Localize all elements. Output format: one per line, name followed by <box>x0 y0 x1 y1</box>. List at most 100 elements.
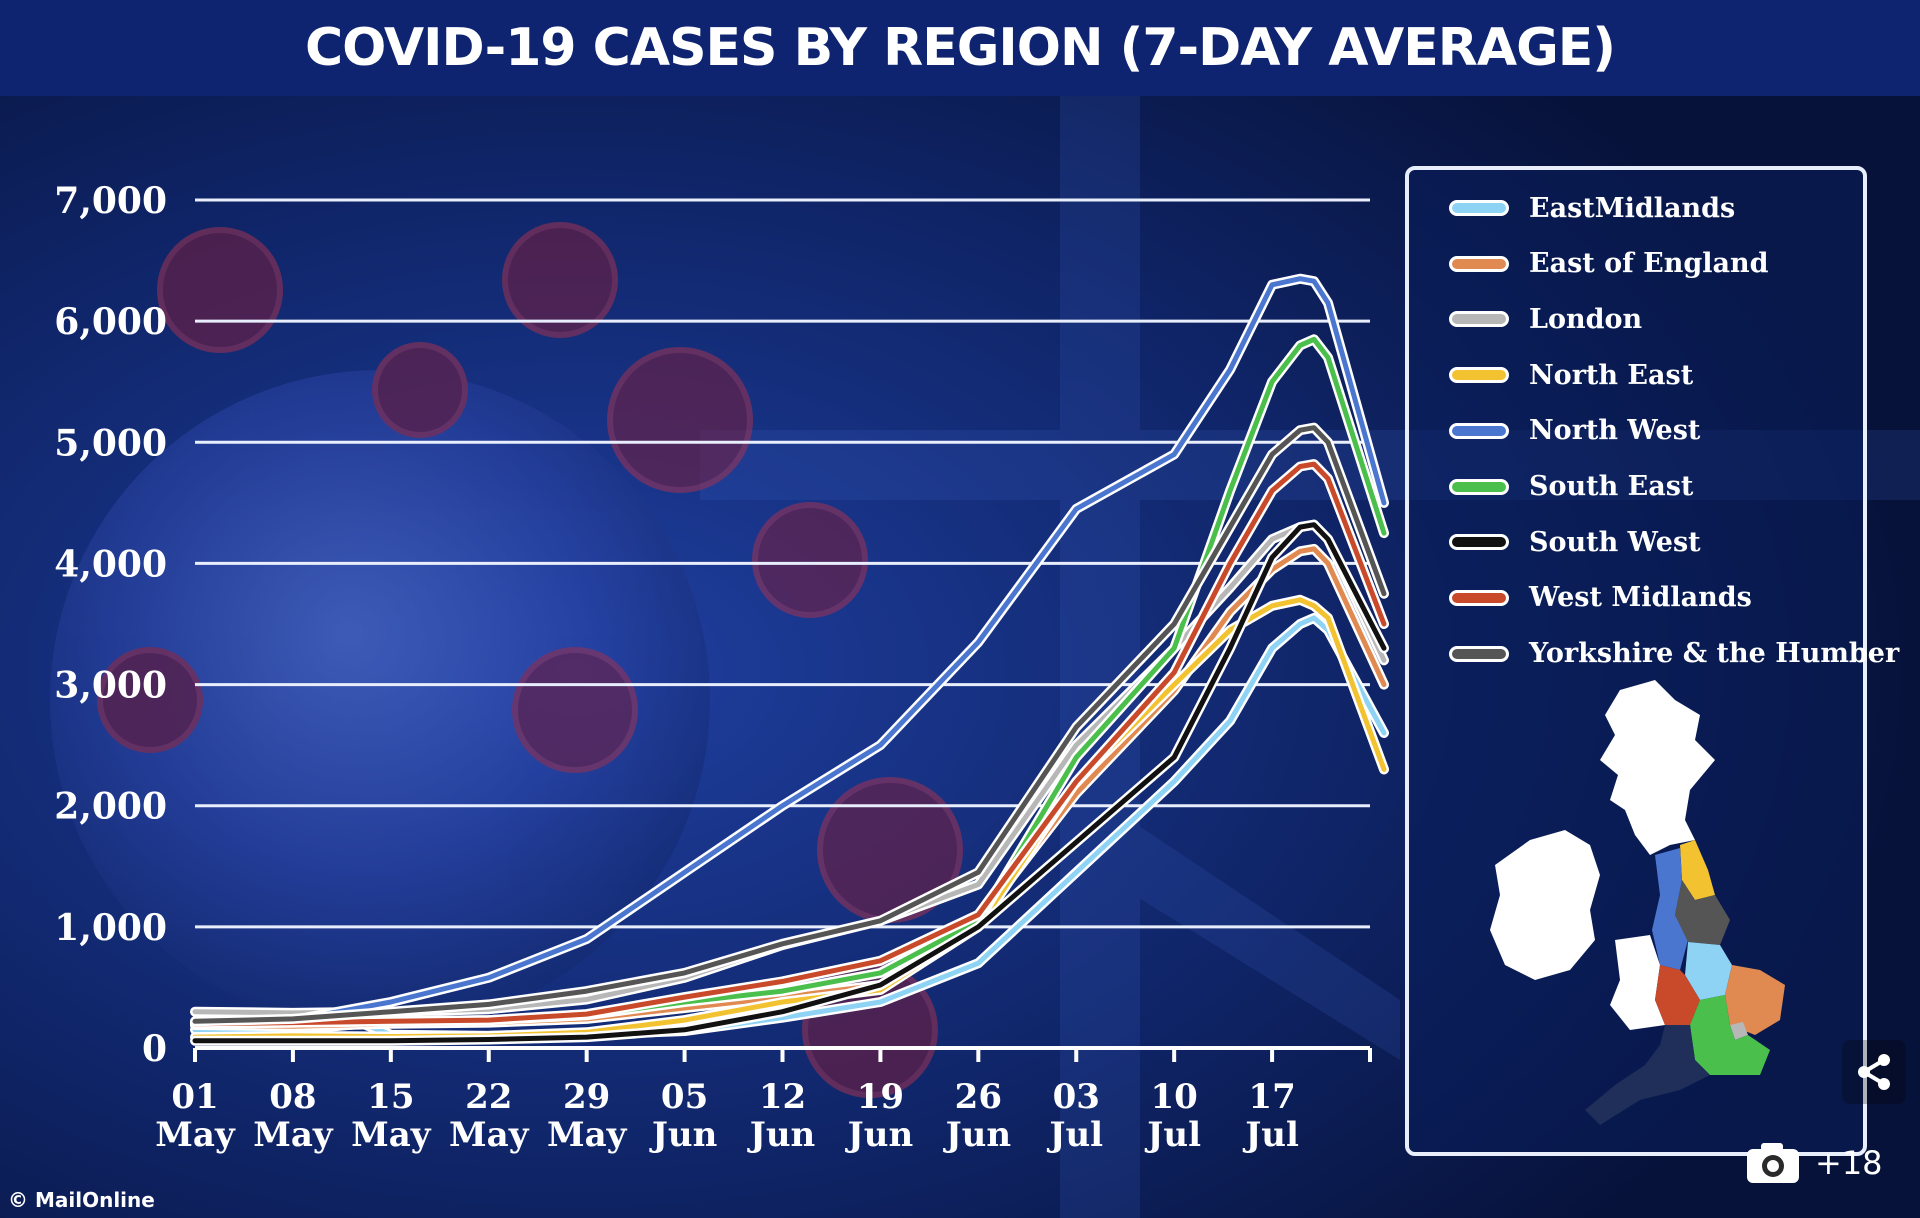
x-tick-month-label: May <box>449 1115 530 1155</box>
series-lines <box>190 273 1389 1046</box>
legend-item: South East <box>1449 467 1693 507</box>
legend-item: North East <box>1449 355 1693 395</box>
series-line <box>192 522 1387 1044</box>
x-tick-label: 15 <box>367 1077 414 1117</box>
legend-label: Yorkshire & the Humber <box>1529 638 1900 670</box>
share-icon <box>1858 1054 1890 1090</box>
y-tick-label: 3,000 <box>54 665 167 707</box>
series-west-midlands <box>190 459 1389 1029</box>
map-south-east <box>1690 995 1770 1075</box>
map-london <box>1730 1022 1748 1040</box>
legend-swatch <box>1449 255 1509 272</box>
x-tick-month-label: Jun <box>649 1115 718 1155</box>
map-scotland <box>1600 680 1715 855</box>
share-button[interactable] <box>1842 1040 1906 1104</box>
map-east-of-england <box>1725 965 1785 1035</box>
chart-title: COVID-19 CASES BY REGION (7-DAY AVERAGE) <box>304 18 1616 78</box>
map-south-west <box>1585 1025 1710 1125</box>
legend-swatch <box>1449 478 1509 495</box>
x-tick-label: 10 <box>1151 1077 1198 1117</box>
y-axis-ticks: 7,000 6,000 5,000 4,000 3,000 2,000 1,000 0 <box>54 180 167 1070</box>
series-line <box>192 597 1387 1040</box>
map-east-midlands <box>1685 942 1732 1000</box>
x-tick-label: 17 <box>1248 1077 1295 1117</box>
legend-item: London <box>1449 299 1642 339</box>
y-tick-label: 2,000 <box>54 786 167 828</box>
legend-swatch <box>1449 200 1509 216</box>
x-tick-month-label: May <box>547 1115 628 1155</box>
uk-regions-map <box>1490 680 1785 1125</box>
gallery-count: +18 <box>1815 1144 1883 1182</box>
gallery-button[interactable]: +18 <box>1745 1128 1895 1198</box>
x-tick-label: 22 <box>465 1077 512 1117</box>
series-line-outline <box>190 612 1389 1041</box>
series-line <box>192 276 1387 1028</box>
x-tick-month-label: Jul <box>1046 1115 1103 1155</box>
title-bar: COVID-19 CASES BY REGION (7-DAY AVERAGE) <box>0 0 1920 96</box>
series-line <box>192 461 1387 1027</box>
camera-icon <box>1747 1143 1799 1183</box>
x-tick-label: 12 <box>759 1077 806 1117</box>
map-north-west <box>1652 848 1688 970</box>
x-tick-label: 03 <box>1053 1077 1100 1117</box>
x-tick-label: 26 <box>955 1077 1002 1117</box>
x-axis: 01May08May15May22May29May05Jun12Jun19Jun… <box>155 1046 1372 1155</box>
x-tick-label: 05 <box>661 1077 708 1117</box>
legend-label: London <box>1529 303 1643 335</box>
x-tick-month-label: May <box>155 1115 236 1155</box>
legend-label: North West <box>1529 415 1701 447</box>
x-tick-label: 01 <box>171 1077 218 1117</box>
map-ireland <box>1490 830 1600 980</box>
x-tick-month-label: Jul <box>1144 1115 1201 1155</box>
x-tick-month-label: May <box>253 1115 334 1155</box>
x-tick-month-label: May <box>351 1115 432 1155</box>
legend-swatch <box>1449 422 1509 439</box>
series-north-east <box>190 594 1389 1043</box>
legend-label: South West <box>1529 526 1701 558</box>
gridlines <box>195 198 1370 929</box>
y-tick-label: 7,000 <box>54 180 167 222</box>
legend-item: South West <box>1449 522 1701 562</box>
legend-label: West Midlands <box>1529 582 1752 614</box>
legend-label: East of England <box>1529 248 1769 280</box>
series-eastmidlands <box>190 612 1389 1041</box>
legend-item: West Midlands <box>1449 578 1752 618</box>
x-tick-label: 29 <box>563 1077 610 1117</box>
series-yorkshire-the-humber <box>190 422 1389 1027</box>
legend-item: East of England <box>1449 244 1769 284</box>
legend-item: EastMidlands <box>1449 188 1735 228</box>
map-wales <box>1610 935 1665 1030</box>
legend-swatch <box>1449 589 1509 606</box>
y-tick-label: 1,000 <box>54 907 167 949</box>
legend-swatch <box>1449 367 1509 384</box>
series-line-outline <box>190 594 1389 1043</box>
series-line <box>192 425 1387 1024</box>
x-tick-month-label: Jul <box>1242 1115 1299 1155</box>
series-line-outline <box>190 422 1389 1027</box>
y-tick-label: 6,000 <box>54 301 167 343</box>
legend-swatch <box>1449 645 1509 662</box>
legend-swatch <box>1449 534 1509 551</box>
x-tick-month-label: Jun <box>747 1115 816 1155</box>
legend-item: North West <box>1449 411 1700 451</box>
legend-item: Yorkshire & the Humber <box>1449 634 1899 674</box>
legend-label: EastMidlands <box>1529 192 1736 224</box>
map-west-midlands <box>1655 965 1700 1025</box>
y-tick-label: 4,000 <box>54 543 167 585</box>
series-north-west <box>190 273 1389 1030</box>
y-tick-label: 5,000 <box>54 422 167 464</box>
x-tick-label: 08 <box>269 1077 316 1117</box>
x-tick-month-label: Jun <box>943 1115 1012 1155</box>
x-tick-month-label: Jun <box>845 1115 914 1155</box>
series-line <box>192 615 1387 1039</box>
map-north-east <box>1680 840 1715 900</box>
legend-swatch <box>1449 311 1509 328</box>
x-tick-label: 19 <box>857 1077 904 1117</box>
y-tick-label: 0 <box>142 1028 167 1070</box>
legend-label: South East <box>1529 471 1694 502</box>
series-south-west <box>190 519 1389 1046</box>
legend-label: North East <box>1529 359 1694 391</box>
credit-text: © MailOnline <box>8 1188 155 1212</box>
